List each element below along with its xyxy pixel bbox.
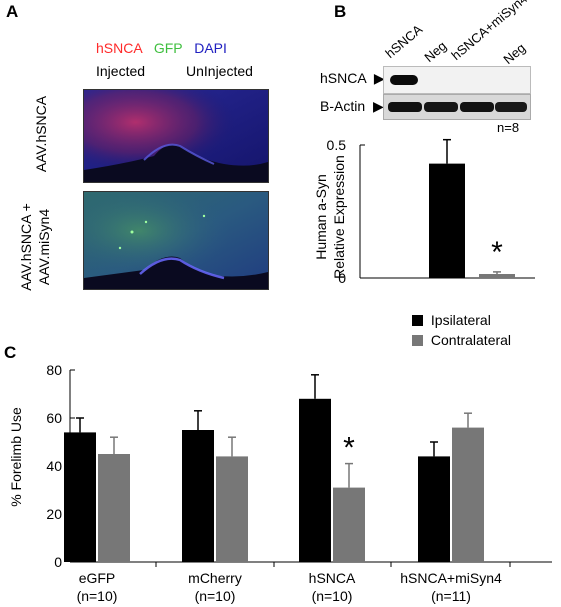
bar: [182, 430, 214, 562]
x-tick-label: hSNCA+miSyn4: [400, 570, 502, 586]
blot-row-bactin-text: B-Actin: [320, 98, 366, 114]
legend-swatch-contralateral: [412, 335, 423, 346]
bar: [333, 487, 365, 562]
micrograph-hsnca: [83, 89, 269, 183]
legend-contralateral: Contralateral: [412, 332, 511, 348]
panel-b-letter: B: [334, 2, 347, 21]
bar: [452, 427, 484, 562]
panel-a-letter: A: [6, 2, 19, 21]
blot-strip-bactin: [383, 94, 531, 120]
significance-asterisk: *: [491, 236, 503, 269]
bar: [418, 456, 450, 562]
legend-gfp: GFP: [153, 40, 183, 56]
chart-c-ylabel: % Forelimb Use: [8, 407, 24, 507]
lane-label-1: hSNCA: [382, 21, 426, 61]
x-tick-label: mCherry: [188, 570, 242, 586]
lane-label-4: Neg: [500, 40, 529, 67]
blot-band: [388, 102, 422, 112]
blot-band: [460, 102, 494, 112]
row1-label: AAV.hSNCA: [33, 95, 49, 173]
bar: [429, 163, 465, 278]
blot-strip-hsnca: [383, 66, 531, 94]
n-label: n=8: [497, 120, 520, 135]
legend-label-contralateral: Contralateral: [430, 332, 512, 348]
legend-ipsilateral: Ipsilateral: [412, 312, 491, 328]
blot-band: [495, 102, 527, 112]
x-tick-sublabel: (n=10): [312, 588, 353, 604]
y-tick-label: 20: [46, 506, 62, 522]
y-tick-label: 0.5: [327, 137, 347, 153]
blot-row-hsnca-text: hSNCA: [320, 70, 366, 86]
row2-label: AAV.hSNCA + AAV.miSyn4: [17, 192, 57, 302]
x-tick-sublabel: (n=11): [431, 588, 471, 604]
legend-swatch-ipsilateral: [412, 315, 423, 326]
arrow-right-icon: ▶: [373, 98, 384, 114]
y-tick-label: 80: [46, 362, 62, 378]
row2-label-line2: AAV.miSyn4: [36, 208, 52, 286]
stain-legend: hSNCA GFP DAPI: [96, 40, 286, 56]
row2-label-line1: AAV.hSNCA +: [18, 203, 34, 291]
chart-b-ylabel-line1: Human a-Syn: [313, 174, 329, 260]
significance-asterisk: *: [343, 432, 355, 465]
bar: [216, 456, 248, 562]
y-tick-label: 0: [54, 554, 62, 570]
x-tick-sublabel: (n=10): [195, 588, 236, 604]
chart-b-ylabel-line2: Relative Expression: [331, 155, 347, 279]
bar: [98, 454, 130, 562]
y-tick-label: 40: [46, 458, 62, 474]
y-tick-label: 60: [46, 410, 62, 426]
arrow-right-icon: ▶: [373, 70, 385, 86]
legend-dapi: DAPI: [194, 40, 227, 56]
lane-label-2: Neg: [421, 38, 450, 65]
x-tick-label: hSNCA: [309, 570, 356, 586]
x-tick-sublabel: (n=10): [77, 588, 118, 604]
bar: [64, 432, 96, 562]
chart-c: 0 20 40 60 80 eGFP (n=10) mCherry (n=10) hSNCA (n=…: [46, 362, 552, 604]
chart-b-ylabel: Human a-Syn Relative Expression: [312, 147, 352, 287]
blot-band: [424, 102, 458, 112]
x-tick-label: eGFP: [79, 570, 116, 586]
legend-hsnca: hSNCA: [96, 40, 142, 56]
blot-row-label-bactin: B-Actin ▶: [320, 98, 384, 115]
legend-label-ipsilateral: Ipsilateral: [430, 312, 491, 328]
injected-label: Injected: [96, 63, 146, 79]
y-tick-label: 0: [338, 270, 346, 286]
bar: [479, 274, 515, 278]
bar: [299, 398, 331, 562]
micrograph-hsnca-misyn4: [83, 191, 269, 290]
blot-row-label-hsnca: hSNCA ▶: [320, 70, 385, 87]
chart-b: 0 0.5 *: [327, 137, 535, 286]
blot-band: [390, 75, 418, 85]
panel-c-letter: C: [4, 343, 17, 362]
uninjected-label: UnInjected: [186, 63, 253, 79]
